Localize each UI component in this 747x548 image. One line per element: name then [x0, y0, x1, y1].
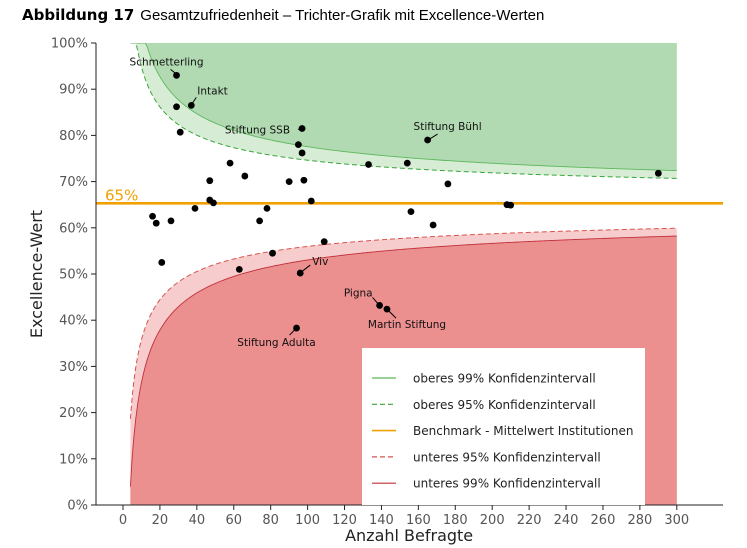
point-annotation: Viv: [312, 256, 328, 268]
legend-box: [362, 348, 645, 505]
annotation-leader: [300, 264, 311, 273]
data-point: [210, 199, 217, 207]
x-tick-label: 100: [295, 513, 320, 528]
data-point: [173, 71, 180, 79]
x-axis-label: Anzahl Befragte: [345, 526, 473, 545]
data-point: [167, 217, 175, 225]
y-tick-label: 20%: [59, 406, 88, 421]
y-tick-label: 100%: [51, 37, 88, 52]
x-tick-label: 80: [262, 513, 279, 528]
legend-entry: unteres 95% Konfidenzintervall: [413, 450, 601, 464]
point-annotation: Intakt: [197, 85, 228, 97]
data-point: [507, 201, 515, 209]
x-tick-label: 280: [627, 513, 652, 528]
annotation-leader: [372, 297, 379, 305]
point-annotation: Stiftung Bühl: [414, 121, 482, 133]
lower-95-line: [129, 227, 677, 419]
y-tick-label: 30%: [59, 360, 88, 375]
data-point: [191, 204, 199, 212]
data-point: [294, 141, 302, 149]
data-point: [407, 208, 415, 216]
x-tick-label: 200: [480, 513, 505, 528]
x-tick-label: 180: [443, 513, 468, 528]
data-point: [424, 136, 431, 144]
x-tick-label: 60: [225, 513, 242, 528]
x-tick-label: 220: [517, 513, 542, 528]
data-point: [383, 305, 391, 313]
data-point: [444, 180, 452, 188]
data-point: [300, 176, 308, 184]
y-axis-label: Excellence-Wert: [27, 210, 46, 338]
data-point: [149, 212, 156, 220]
data-point: [365, 161, 372, 168]
y-tick-label: 90%: [59, 83, 88, 98]
data-point: [206, 177, 214, 185]
point-annotation: Schmetterling: [130, 56, 204, 68]
legend-entry: oberes 95% Konfidenzintervall: [413, 398, 596, 412]
point-annotation: Stiftung SSB: [225, 124, 290, 136]
x-tick-label: 20: [152, 513, 169, 528]
figure-title: Abbildung 17 Gesamtzufriedenheit – Tricht…: [22, 6, 544, 24]
annotation-leader: [191, 97, 197, 104]
upper-99-line: [130, 43, 677, 172]
data-point: [235, 265, 243, 273]
annotation-leader: [388, 310, 397, 319]
point-annotation: Martin Stiftung: [368, 319, 446, 331]
lower-99-line: [129, 235, 677, 487]
upper-99-band: [130, 43, 677, 171]
y-tick-label: 0%: [67, 499, 88, 514]
data-point: [241, 172, 249, 180]
annotation-leader: [297, 127, 302, 130]
x-tick-label: 260: [591, 513, 616, 528]
data-point: [256, 217, 264, 225]
y-tick-label: 60%: [59, 221, 88, 236]
y-tick-label: 50%: [59, 268, 88, 283]
y-tick-label: 80%: [59, 129, 88, 144]
data-point: [285, 178, 293, 186]
x-tick-label: 240: [554, 513, 579, 528]
y-tick-label: 10%: [59, 452, 88, 467]
data-point: [226, 159, 234, 167]
legend-entry: Benchmark - Mittelwert Institutionen: [413, 424, 634, 438]
data-point: [654, 169, 662, 177]
x-tick-label: 40: [189, 513, 206, 528]
y-tick-label: 40%: [59, 314, 88, 329]
upper-95-line: [130, 43, 677, 179]
data-point: [173, 103, 180, 111]
data-point: [187, 101, 195, 109]
x-tick-label: 0: [119, 513, 127, 528]
x-tick-label: 300: [664, 513, 689, 528]
data-point: [298, 125, 306, 132]
data-point: [176, 128, 184, 136]
data-point: [158, 259, 166, 266]
figure-number: Abbildung 17: [22, 6, 135, 24]
data-point: [307, 197, 315, 205]
point-annotation: Pigna: [344, 287, 373, 299]
annotation-leader: [289, 328, 296, 336]
annotation-leader: [429, 133, 438, 140]
legend-entry: unteres 99% Konfidenzintervall: [413, 477, 601, 491]
y-tick-label: 70%: [59, 175, 88, 190]
data-point: [429, 221, 437, 229]
x-tick-label: 140: [369, 513, 394, 528]
data-point: [403, 159, 411, 167]
data-point: [152, 219, 160, 227]
annotation-leader: [170, 68, 176, 74]
legend-entry: oberes 99% Konfidenzintervall: [413, 372, 596, 386]
x-tick-label: 120: [332, 513, 357, 528]
x-tick-label: 160: [406, 513, 431, 528]
data-point: [269, 249, 276, 257]
data-point: [263, 204, 271, 212]
data-point: [298, 149, 306, 157]
point-annotation: Stiftung Adulta: [237, 337, 315, 349]
figure-caption: Gesamtzufriedenheit – Trichter-Grafik mi…: [140, 7, 545, 24]
data-point: [320, 238, 328, 246]
benchmark-label: 65%: [105, 186, 138, 204]
